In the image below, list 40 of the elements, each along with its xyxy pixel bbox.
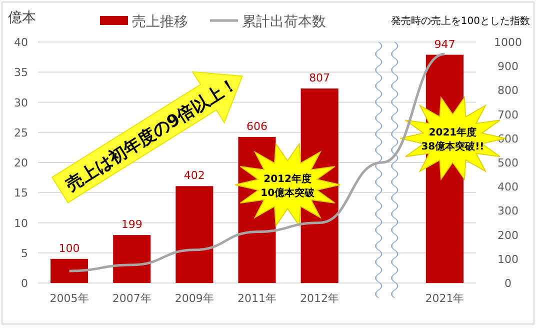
- y-tick-label: 10: [14, 216, 28, 230]
- y-tick-label: 15: [14, 186, 28, 200]
- y2-tick-label: 1000: [494, 36, 522, 49]
- y-axis-title: 億本: [8, 10, 36, 26]
- data-label: 606: [246, 120, 268, 133]
- x-tick-label: 2005年: [50, 292, 89, 305]
- x-tick-label: 2007年: [112, 292, 152, 305]
- y2-tick-label: 700: [498, 108, 518, 122]
- y2-tick-label: 800: [498, 84, 518, 98]
- x-tick-label: 2012年: [300, 292, 340, 305]
- data-label: 100: [58, 242, 80, 255]
- y-tick-label: 35: [14, 66, 28, 80]
- y2-tick-label: 100: [498, 252, 518, 266]
- data-label: 199: [121, 218, 142, 232]
- y2-tick-label: 900: [498, 60, 518, 74]
- x-tick-label: 2009年: [174, 292, 214, 305]
- y-tick-label: 0: [21, 277, 28, 290]
- bar: [176, 186, 214, 283]
- bar: [113, 235, 151, 283]
- data-label: 947: [434, 38, 456, 51]
- y-tick-label: 30: [14, 96, 28, 110]
- y2-tick-label: 0: [504, 277, 512, 290]
- y2-tick-label: 200: [498, 228, 518, 242]
- y-tick-label: 25: [14, 126, 28, 140]
- y-tick-label: 5: [21, 246, 28, 260]
- y2-tick-label: 500: [498, 156, 518, 170]
- y2-axis-title: 発売時の売上を100とした指数: [390, 15, 530, 27]
- annotation: 2021年度 38億本突破!!: [421, 126, 484, 152]
- data-label: 807: [309, 72, 330, 85]
- y2-tick-label: 300: [498, 204, 518, 218]
- y-tick-label: 20: [14, 156, 28, 170]
- x-tick-label: 2021年: [425, 292, 464, 305]
- y-tick-label: 40: [14, 36, 28, 49]
- x-tick-label: 2011年: [238, 292, 276, 305]
- bar: [50, 258, 88, 283]
- y2-tick-label: 400: [498, 180, 518, 194]
- data-label: 402: [184, 169, 205, 182]
- legend-label: 累計出荷本数: [242, 14, 326, 30]
- annotation: 2012年度 10億本突破: [260, 172, 316, 199]
- legend-label: 売上推移: [132, 14, 188, 30]
